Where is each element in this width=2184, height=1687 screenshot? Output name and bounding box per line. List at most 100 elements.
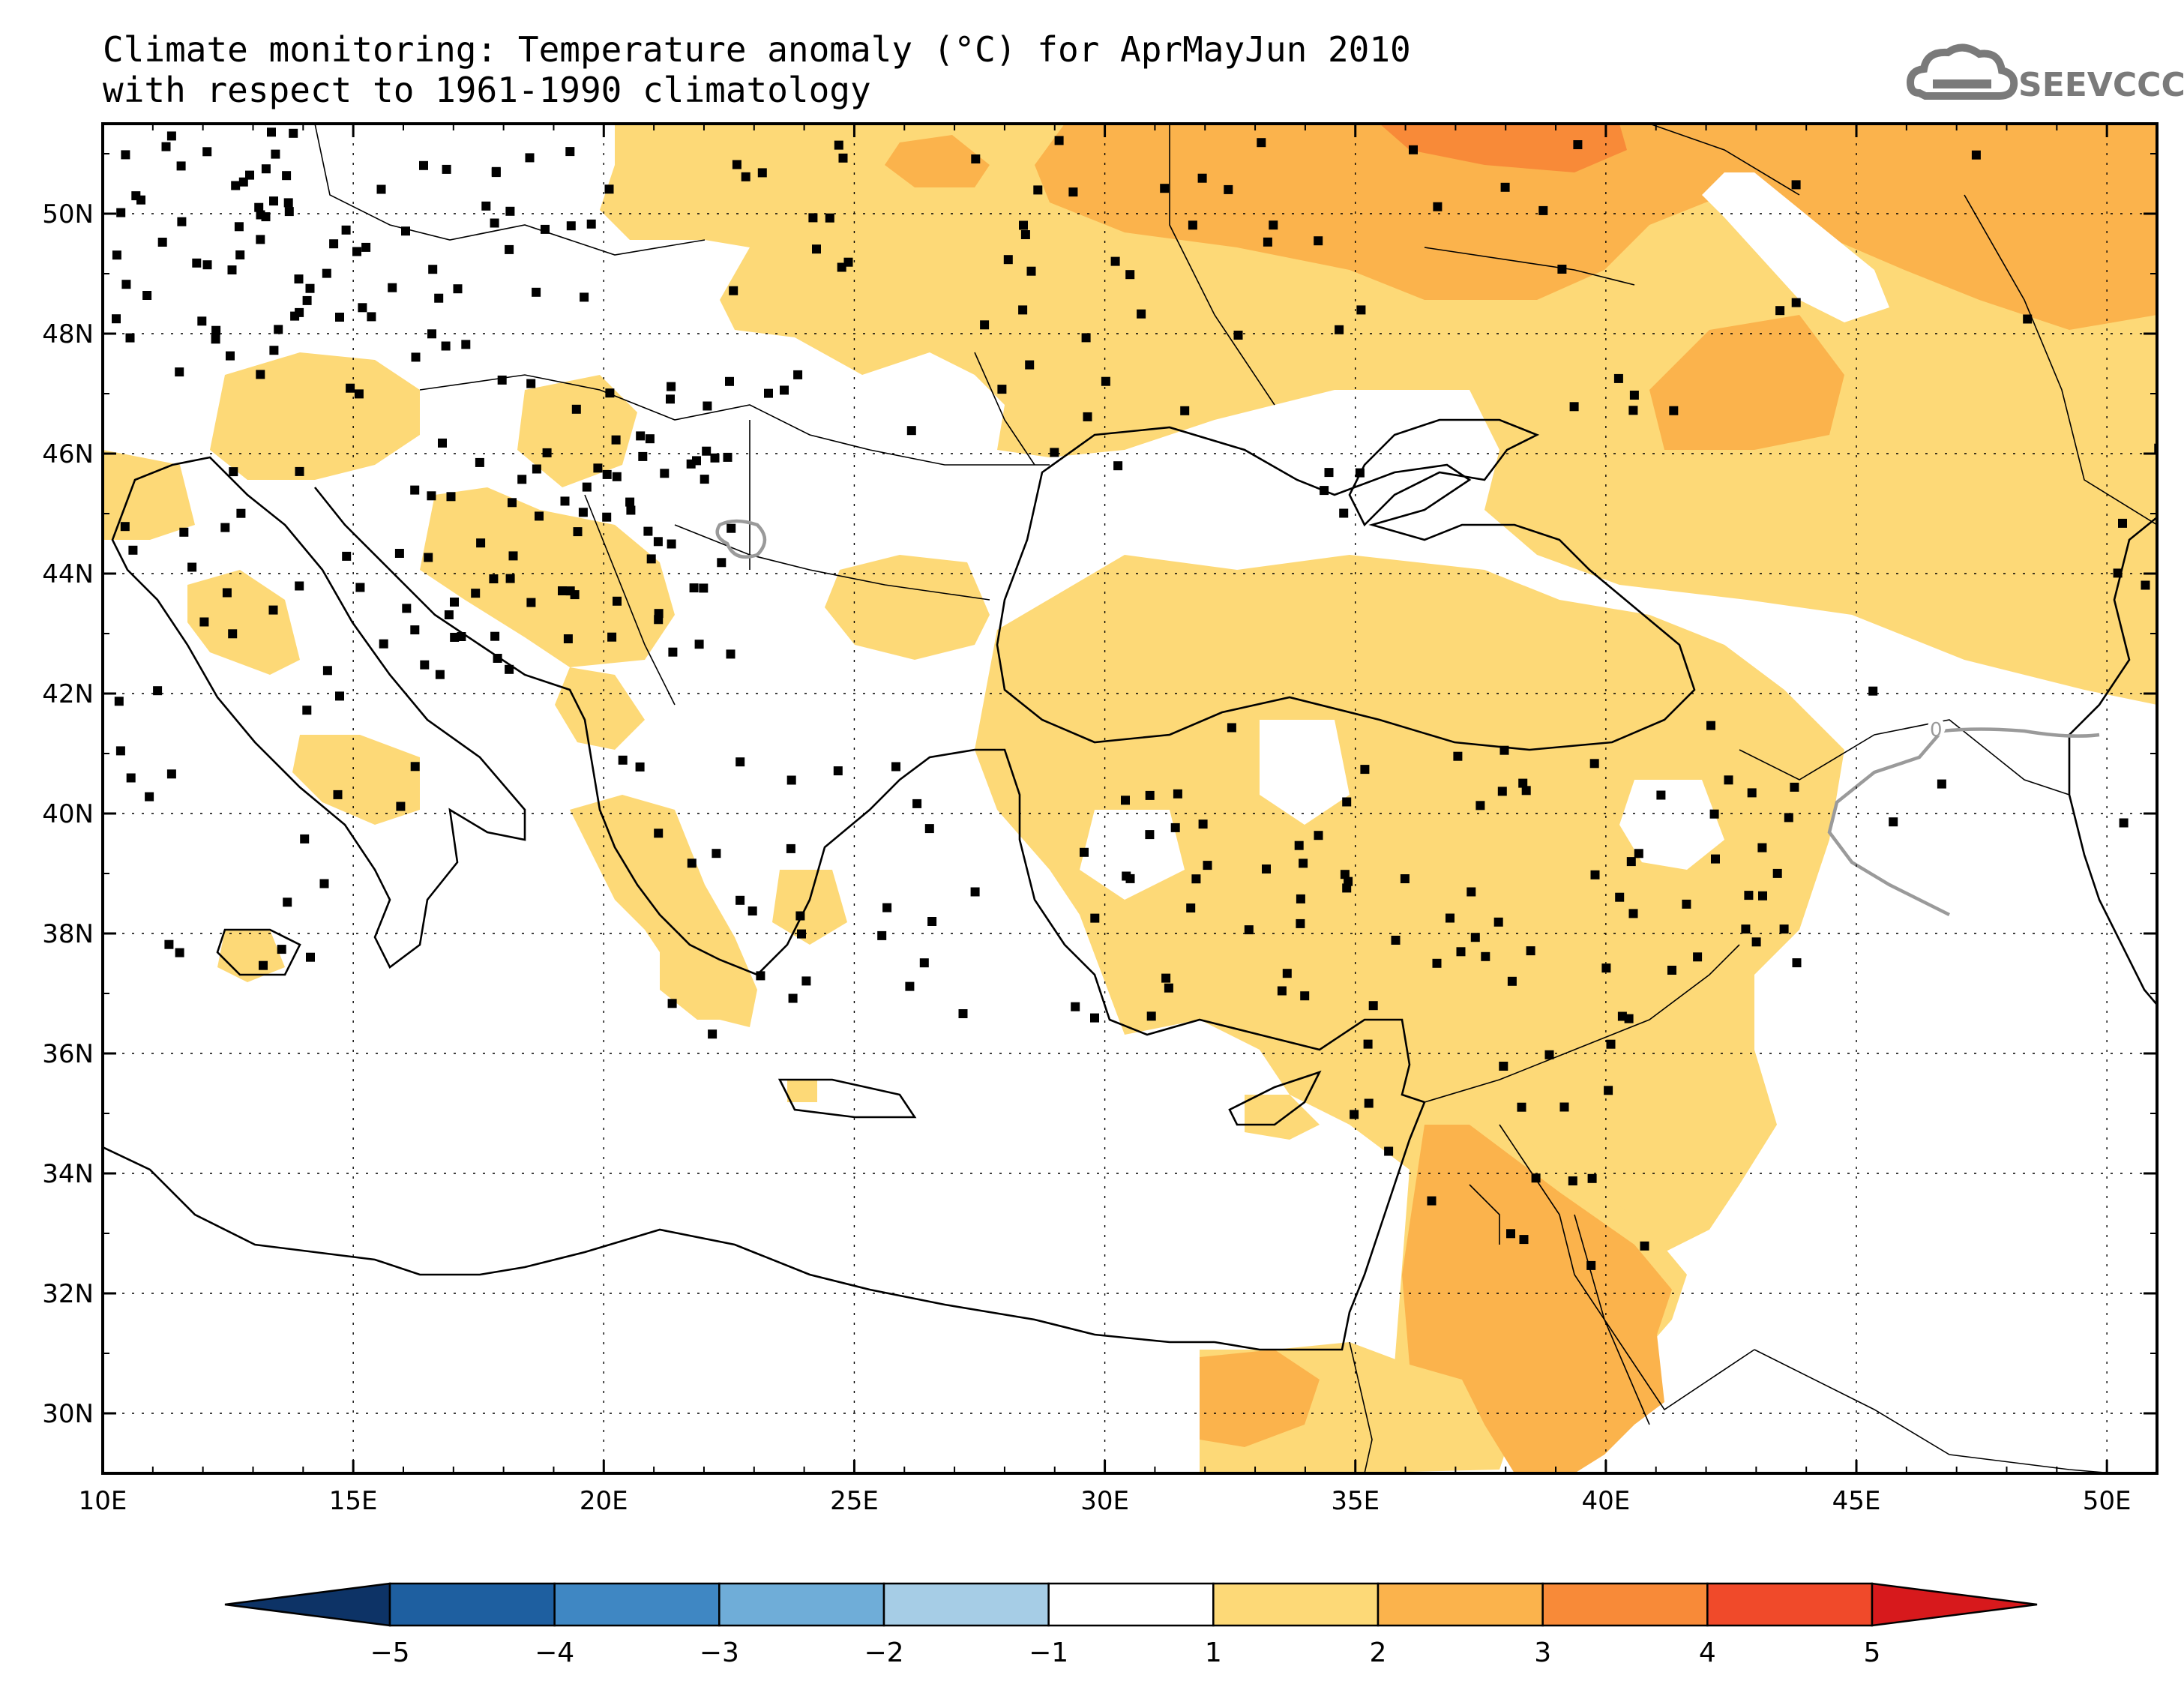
station-marker (1384, 1146, 1394, 1156)
station-marker (145, 792, 154, 802)
x-tick-label: 35E (1331, 1486, 1380, 1516)
station-marker (1751, 937, 1761, 947)
station-marker (361, 242, 371, 252)
station-marker (2119, 818, 2129, 828)
station-marker (1263, 237, 1272, 247)
coastlines-layer (103, 124, 2157, 1473)
station-marker (1526, 946, 1535, 956)
station-marker (259, 960, 268, 970)
station-marker (1400, 874, 1410, 883)
station-marker (726, 649, 735, 659)
station-marker (271, 149, 280, 159)
station-marker (1779, 924, 1789, 934)
station-marker (570, 590, 580, 600)
country-border (314, 124, 2157, 1473)
station-markers (112, 127, 2157, 1270)
station-marker (335, 313, 344, 322)
station-marker (906, 426, 916, 436)
station-marker (379, 639, 388, 649)
station-marker (1500, 182, 1510, 192)
station-marker (294, 274, 304, 284)
y-tick-label: 32N (42, 1279, 94, 1309)
station-marker (626, 505, 636, 515)
station-marker (2113, 568, 2123, 578)
station-marker (1741, 924, 1751, 934)
station-marker (980, 320, 990, 330)
station-marker (741, 172, 750, 181)
station-marker (1320, 486, 1329, 496)
station-marker (235, 250, 245, 259)
sicily-coast (216, 928, 301, 976)
station-marker (1667, 966, 1676, 975)
colorbar-label: 2 (1370, 1638, 1387, 1668)
station-marker (1709, 809, 1719, 819)
station-marker (812, 244, 821, 254)
colorbar-segment (718, 1582, 885, 1627)
station-marker (1772, 868, 1782, 878)
colorbar-label: 4 (1699, 1638, 1716, 1668)
station-marker (1506, 1229, 1515, 1239)
station-marker (245, 170, 254, 180)
black-sea-coast (996, 426, 1696, 751)
colorbar: −5 −4 −3 −2 −1 1 2 3 4 5 (224, 1582, 2038, 1668)
y-tick-label: 38N (42, 919, 94, 949)
station-marker (153, 686, 163, 696)
station-marker (164, 939, 174, 949)
station-marker (1368, 1001, 1378, 1011)
station-marker (725, 376, 734, 386)
station-marker (689, 583, 699, 593)
station-marker (1244, 925, 1254, 935)
station-marker (1569, 402, 1579, 412)
colorbar-label: 3 (1534, 1638, 1551, 1668)
station-marker (1391, 936, 1401, 945)
station-marker (801, 976, 811, 986)
cloud-icon (1906, 43, 2018, 100)
station-marker (453, 284, 463, 294)
station-marker (1628, 406, 1638, 415)
station-marker (116, 208, 126, 217)
station-marker (607, 632, 617, 642)
station-marker (441, 341, 451, 351)
zero-contour-layer (715, 519, 2100, 917)
anomaly-band-2-3 (885, 124, 2157, 1473)
title-line-2: with respect to 1961-1990 climatology (103, 70, 871, 110)
station-marker (1081, 333, 1091, 343)
station-marker (653, 537, 663, 547)
station-marker (1339, 508, 1349, 518)
station-marker (1604, 1086, 1613, 1095)
station-marker (788, 993, 798, 1003)
station-marker (1706, 721, 1715, 730)
station-marker (1544, 1050, 1554, 1059)
station-marker (161, 142, 171, 151)
x-tick-label: 30E (1080, 1486, 1129, 1516)
station-marker (335, 691, 344, 701)
station-marker (1197, 173, 1207, 183)
station-marker (582, 482, 592, 492)
station-marker (234, 222, 244, 232)
station-marker (919, 958, 929, 968)
station-marker (667, 999, 677, 1008)
station-marker (635, 762, 645, 772)
station-marker (686, 459, 696, 469)
station-marker (541, 224, 550, 234)
station-marker (1519, 1235, 1529, 1245)
colorbar-segment (1212, 1582, 1380, 1627)
station-marker (1324, 468, 1334, 478)
station-marker (505, 244, 514, 254)
station-marker (1122, 871, 1131, 881)
station-marker (602, 512, 612, 522)
station-marker (924, 824, 934, 834)
station-marker (717, 558, 727, 568)
station-marker (1409, 145, 1418, 154)
station-marker (970, 887, 980, 897)
station-marker (1626, 857, 1636, 867)
station-marker (1026, 266, 1036, 276)
axis-ticks: 10E 15E 20E 25E 30E 35E 40E 45E 50E 30N 32N 34N 36N 3… (42, 124, 2157, 1516)
station-marker (1224, 184, 1233, 194)
station-marker (645, 434, 655, 444)
station-marker (699, 583, 709, 593)
station-marker (1475, 801, 1485, 811)
station-marker (578, 508, 588, 517)
station-marker (1757, 843, 1767, 852)
